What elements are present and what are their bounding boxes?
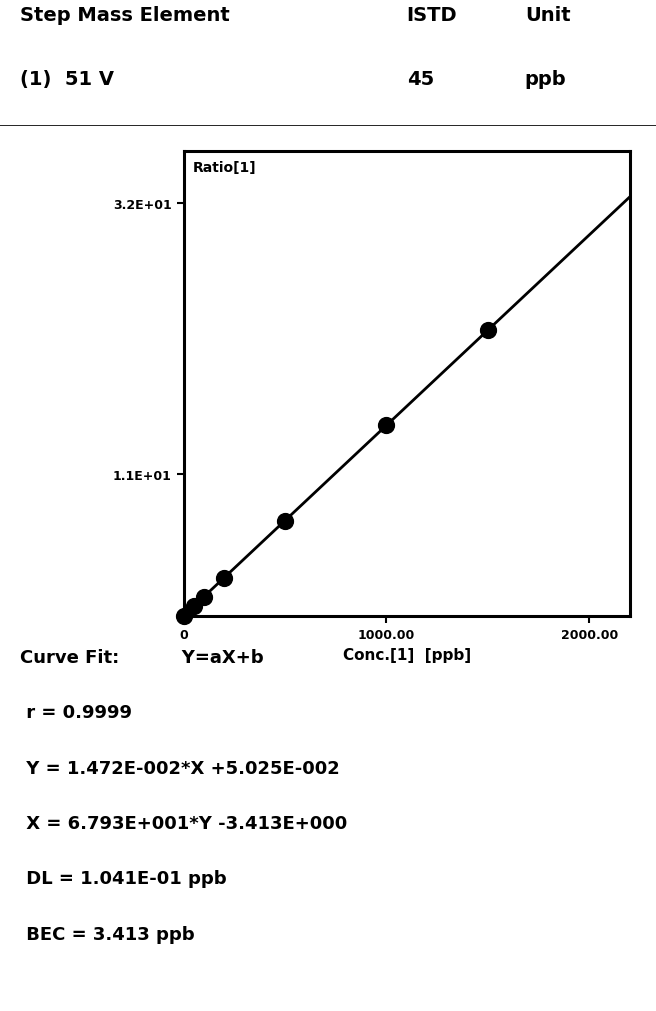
Point	[280, 513, 291, 529]
Text: Curve Fit:          Y=aX+b: Curve Fit: Y=aX+b	[20, 648, 263, 666]
Point	[199, 589, 209, 606]
X-axis label: Conc.[1]  [ppb]: Conc.[1] [ppb]	[342, 647, 471, 662]
Text: ppb: ppb	[525, 70, 566, 89]
Text: Ratio[1]: Ratio[1]	[193, 161, 256, 175]
Text: Step Mass Element: Step Mass Element	[20, 6, 230, 25]
Text: ISTD: ISTD	[407, 6, 457, 25]
Point	[483, 323, 493, 339]
Point	[188, 599, 199, 615]
Point	[178, 608, 189, 624]
Text: (1)  51 V: (1) 51 V	[20, 70, 113, 89]
Text: Y = 1.472E-002*X +5.025E-002: Y = 1.472E-002*X +5.025E-002	[20, 759, 339, 776]
Text: X = 6.793E+001*Y -3.413E+000: X = 6.793E+001*Y -3.413E+000	[20, 814, 347, 832]
Text: DL = 1.041E-01 ppb: DL = 1.041E-01 ppb	[20, 869, 226, 888]
Point	[219, 570, 230, 586]
Point	[381, 418, 392, 434]
Text: r = 0.9999: r = 0.9999	[20, 704, 132, 722]
Text: Unit: Unit	[525, 6, 571, 25]
Text: 45: 45	[407, 70, 434, 89]
Text: BEC = 3.413 ppb: BEC = 3.413 ppb	[20, 925, 194, 943]
